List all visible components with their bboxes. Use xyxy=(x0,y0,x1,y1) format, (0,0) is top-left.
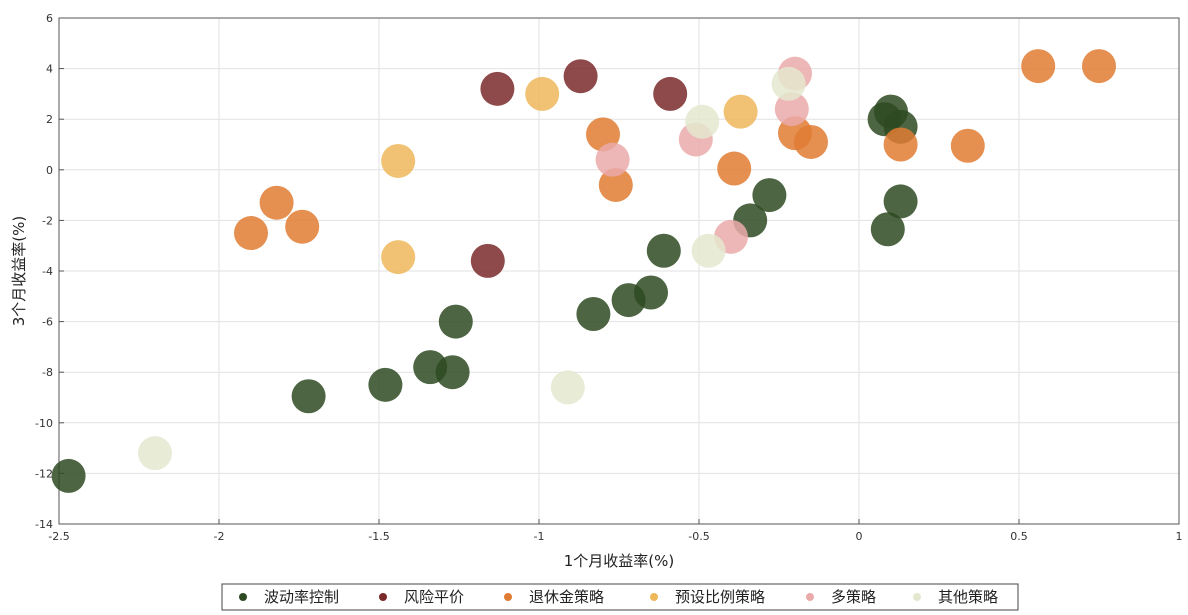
data-point xyxy=(138,436,172,471)
data-point xyxy=(691,233,726,268)
data-point xyxy=(595,142,630,177)
x-axis-title: 1个月收益率(%) xyxy=(564,552,675,570)
data-point xyxy=(285,209,320,244)
legend-marker xyxy=(806,593,814,601)
legend-box xyxy=(221,583,1019,611)
y-tick-label: -6 xyxy=(42,316,53,329)
x-tick-label: -0.5 xyxy=(688,530,709,543)
data-point xyxy=(1082,49,1116,84)
x-tick-label: -1 xyxy=(534,530,545,543)
y-tick-label: 2 xyxy=(46,113,53,126)
data-point xyxy=(717,151,752,186)
y-tick-label: -4 xyxy=(42,265,53,278)
legend-marker xyxy=(913,593,921,601)
legend-label: 波动率控制 xyxy=(264,588,339,606)
x-tick-label: -2 xyxy=(214,530,225,543)
data-point xyxy=(480,71,515,106)
data-point xyxy=(870,212,905,247)
data-points xyxy=(51,49,1116,493)
data-point xyxy=(771,66,806,101)
x-tick-label: 0 xyxy=(856,530,863,543)
data-point xyxy=(576,297,611,332)
y-tick-label: -2 xyxy=(42,214,53,227)
data-point xyxy=(550,370,585,405)
data-point xyxy=(51,458,86,493)
data-point xyxy=(525,76,560,111)
data-point xyxy=(470,243,505,278)
legend-label: 其他策略 xyxy=(938,588,998,606)
x-tick-label: -1.5 xyxy=(368,530,389,543)
data-point xyxy=(883,127,918,162)
legend-label: 风险平价 xyxy=(404,588,464,606)
legend-marker xyxy=(650,593,658,601)
axis-ticks: -2.5 -2 -1.5 -1 -0.5 0 0.5 1 -14 -12 -10 -8 -6 -4 -2 0 2… xyxy=(35,12,1182,543)
legend-marker xyxy=(504,593,512,601)
data-point xyxy=(234,216,268,251)
y-tick-label: 6 xyxy=(46,12,53,25)
legend: 波动率控制 风险平价 退休金策略 预设比例策略 多策略 其他策略 xyxy=(221,583,1019,611)
grid xyxy=(58,17,1180,525)
y-tick-label: 0 xyxy=(46,164,53,177)
data-point xyxy=(774,92,809,127)
data-point xyxy=(723,94,758,129)
data-point xyxy=(381,240,416,275)
y-axis-title: 3个月收益率(%) xyxy=(10,216,28,327)
data-point xyxy=(634,275,668,310)
data-point xyxy=(435,355,470,390)
y-tick-label: -10 xyxy=(35,417,53,430)
legend-marker xyxy=(239,593,247,601)
data-point xyxy=(598,167,633,202)
legend-label: 预设比例策略 xyxy=(675,588,765,606)
legend-label: 多策略 xyxy=(831,588,876,606)
data-point xyxy=(685,104,720,139)
legend-label: 退休金策略 xyxy=(529,588,604,606)
y-tick-label: -12 xyxy=(35,467,53,480)
data-point xyxy=(563,59,598,94)
data-point xyxy=(368,367,403,402)
data-point xyxy=(646,233,681,268)
y-tick-label: -8 xyxy=(42,366,53,379)
legend-marker xyxy=(379,593,387,601)
data-point xyxy=(653,76,688,111)
x-tick-label: -2.5 xyxy=(48,530,69,543)
data-point xyxy=(438,304,473,339)
data-point xyxy=(794,124,828,159)
data-point xyxy=(1021,49,1056,84)
data-point xyxy=(291,379,326,414)
x-tick-label: 0.5 xyxy=(1010,530,1028,543)
data-point xyxy=(381,143,416,178)
data-point xyxy=(950,128,985,163)
data-point xyxy=(883,184,918,219)
x-tick-label: 1 xyxy=(1176,530,1183,543)
data-point xyxy=(752,178,787,213)
y-tick-label: -14 xyxy=(35,518,53,531)
data-point xyxy=(259,185,294,220)
y-tick-label: 4 xyxy=(46,63,53,76)
